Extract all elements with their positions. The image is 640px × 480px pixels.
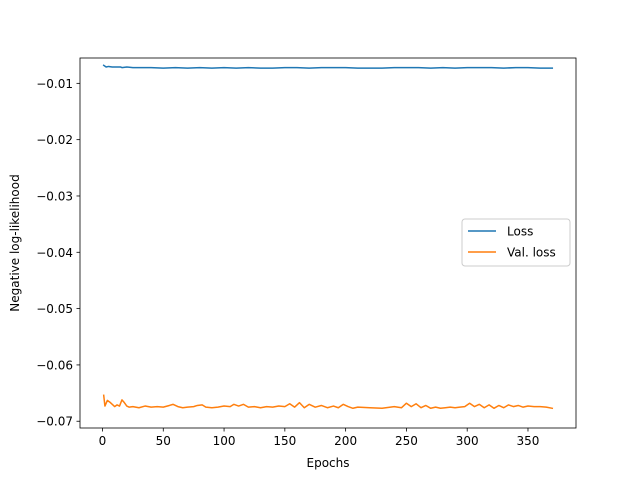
y-tick-label: −0.06 (36, 358, 73, 372)
legend-label-loss: Loss (507, 225, 533, 239)
legend-label-val-loss: Val. loss (507, 246, 556, 260)
plot-frame (79, 57, 577, 429)
series-layer (102, 64, 554, 410)
x-tick-label: 0 (99, 434, 107, 448)
x-tick-label: 200 (334, 434, 357, 448)
y-tick-label: −0.02 (36, 133, 73, 147)
x-axis-ticks: 0 50 100 150 200 250 300 350 (99, 428, 540, 448)
y-axis-label: Negative log-likelihood (8, 174, 22, 311)
x-tick-label: 350 (517, 434, 540, 448)
y-tick-label: −0.05 (36, 302, 73, 316)
y-tick-label: −0.07 (36, 415, 73, 429)
series-line-val-loss (102, 394, 554, 410)
x-tick-label: 300 (456, 434, 479, 448)
y-tick-label: −0.04 (36, 246, 73, 260)
series-line-loss (102, 64, 554, 69)
y-tick-label: −0.03 (36, 189, 73, 203)
x-tick-label: 100 (213, 434, 236, 448)
x-tick-label: 50 (156, 434, 171, 448)
y-axis-ticks: −0.01 −0.02 −0.03 −0.04 −0.05 −0.06 −0.07 (36, 77, 80, 429)
legend: Loss Val. loss (461, 218, 571, 267)
x-tick-label: 150 (273, 434, 296, 448)
x-axis-label: Epochs (307, 456, 350, 470)
y-tick-label: −0.01 (36, 77, 73, 91)
x-tick-label: 250 (395, 434, 418, 448)
